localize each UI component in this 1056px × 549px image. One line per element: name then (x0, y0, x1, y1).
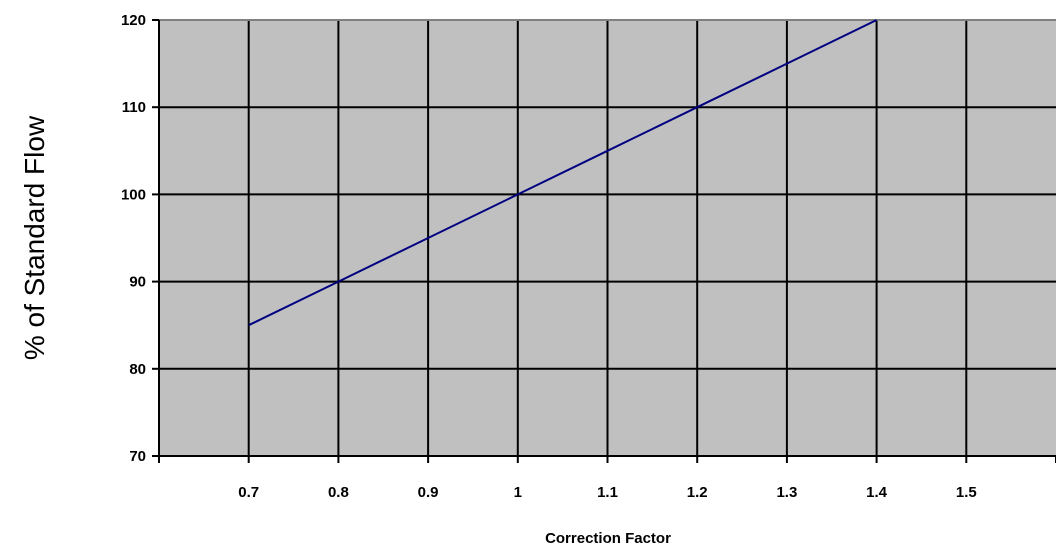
x-tick-label: 1.2 (687, 484, 708, 501)
series-layer (248, 19, 878, 327)
x-tick-label: 1.1 (597, 484, 618, 501)
x-tick-label: 1 (514, 484, 522, 501)
x-tick-label: 1.5 (956, 484, 977, 501)
y-tick-label: 90 (129, 274, 146, 291)
y-axis-title: % of Standard Flow (19, 115, 50, 360)
y-tick-labels: 70 80 90 100 110 120 (121, 12, 146, 465)
x-tick-label: 1.4 (866, 484, 888, 501)
x-tick-label: 0.7 (238, 484, 259, 501)
y-tick-label: 120 (121, 12, 146, 29)
x-tick-label: 0.9 (418, 484, 439, 501)
x-axis-title: Correction Factor (545, 530, 671, 547)
y-tick-label: 80 (129, 361, 146, 378)
x-tick-labels: 0.7 0.8 0.9 1 1.1 1.2 1.3 1.4 1.5 (238, 484, 976, 501)
x-tick-label: 0.8 (328, 484, 349, 501)
x-tick-label: 1.3 (776, 484, 797, 501)
series-line (248, 19, 878, 327)
axes (152, 19, 1056, 463)
y-tick-label: 100 (121, 186, 146, 203)
y-tick-label: 70 (129, 448, 146, 465)
y-tick-label: 110 (122, 99, 146, 116)
